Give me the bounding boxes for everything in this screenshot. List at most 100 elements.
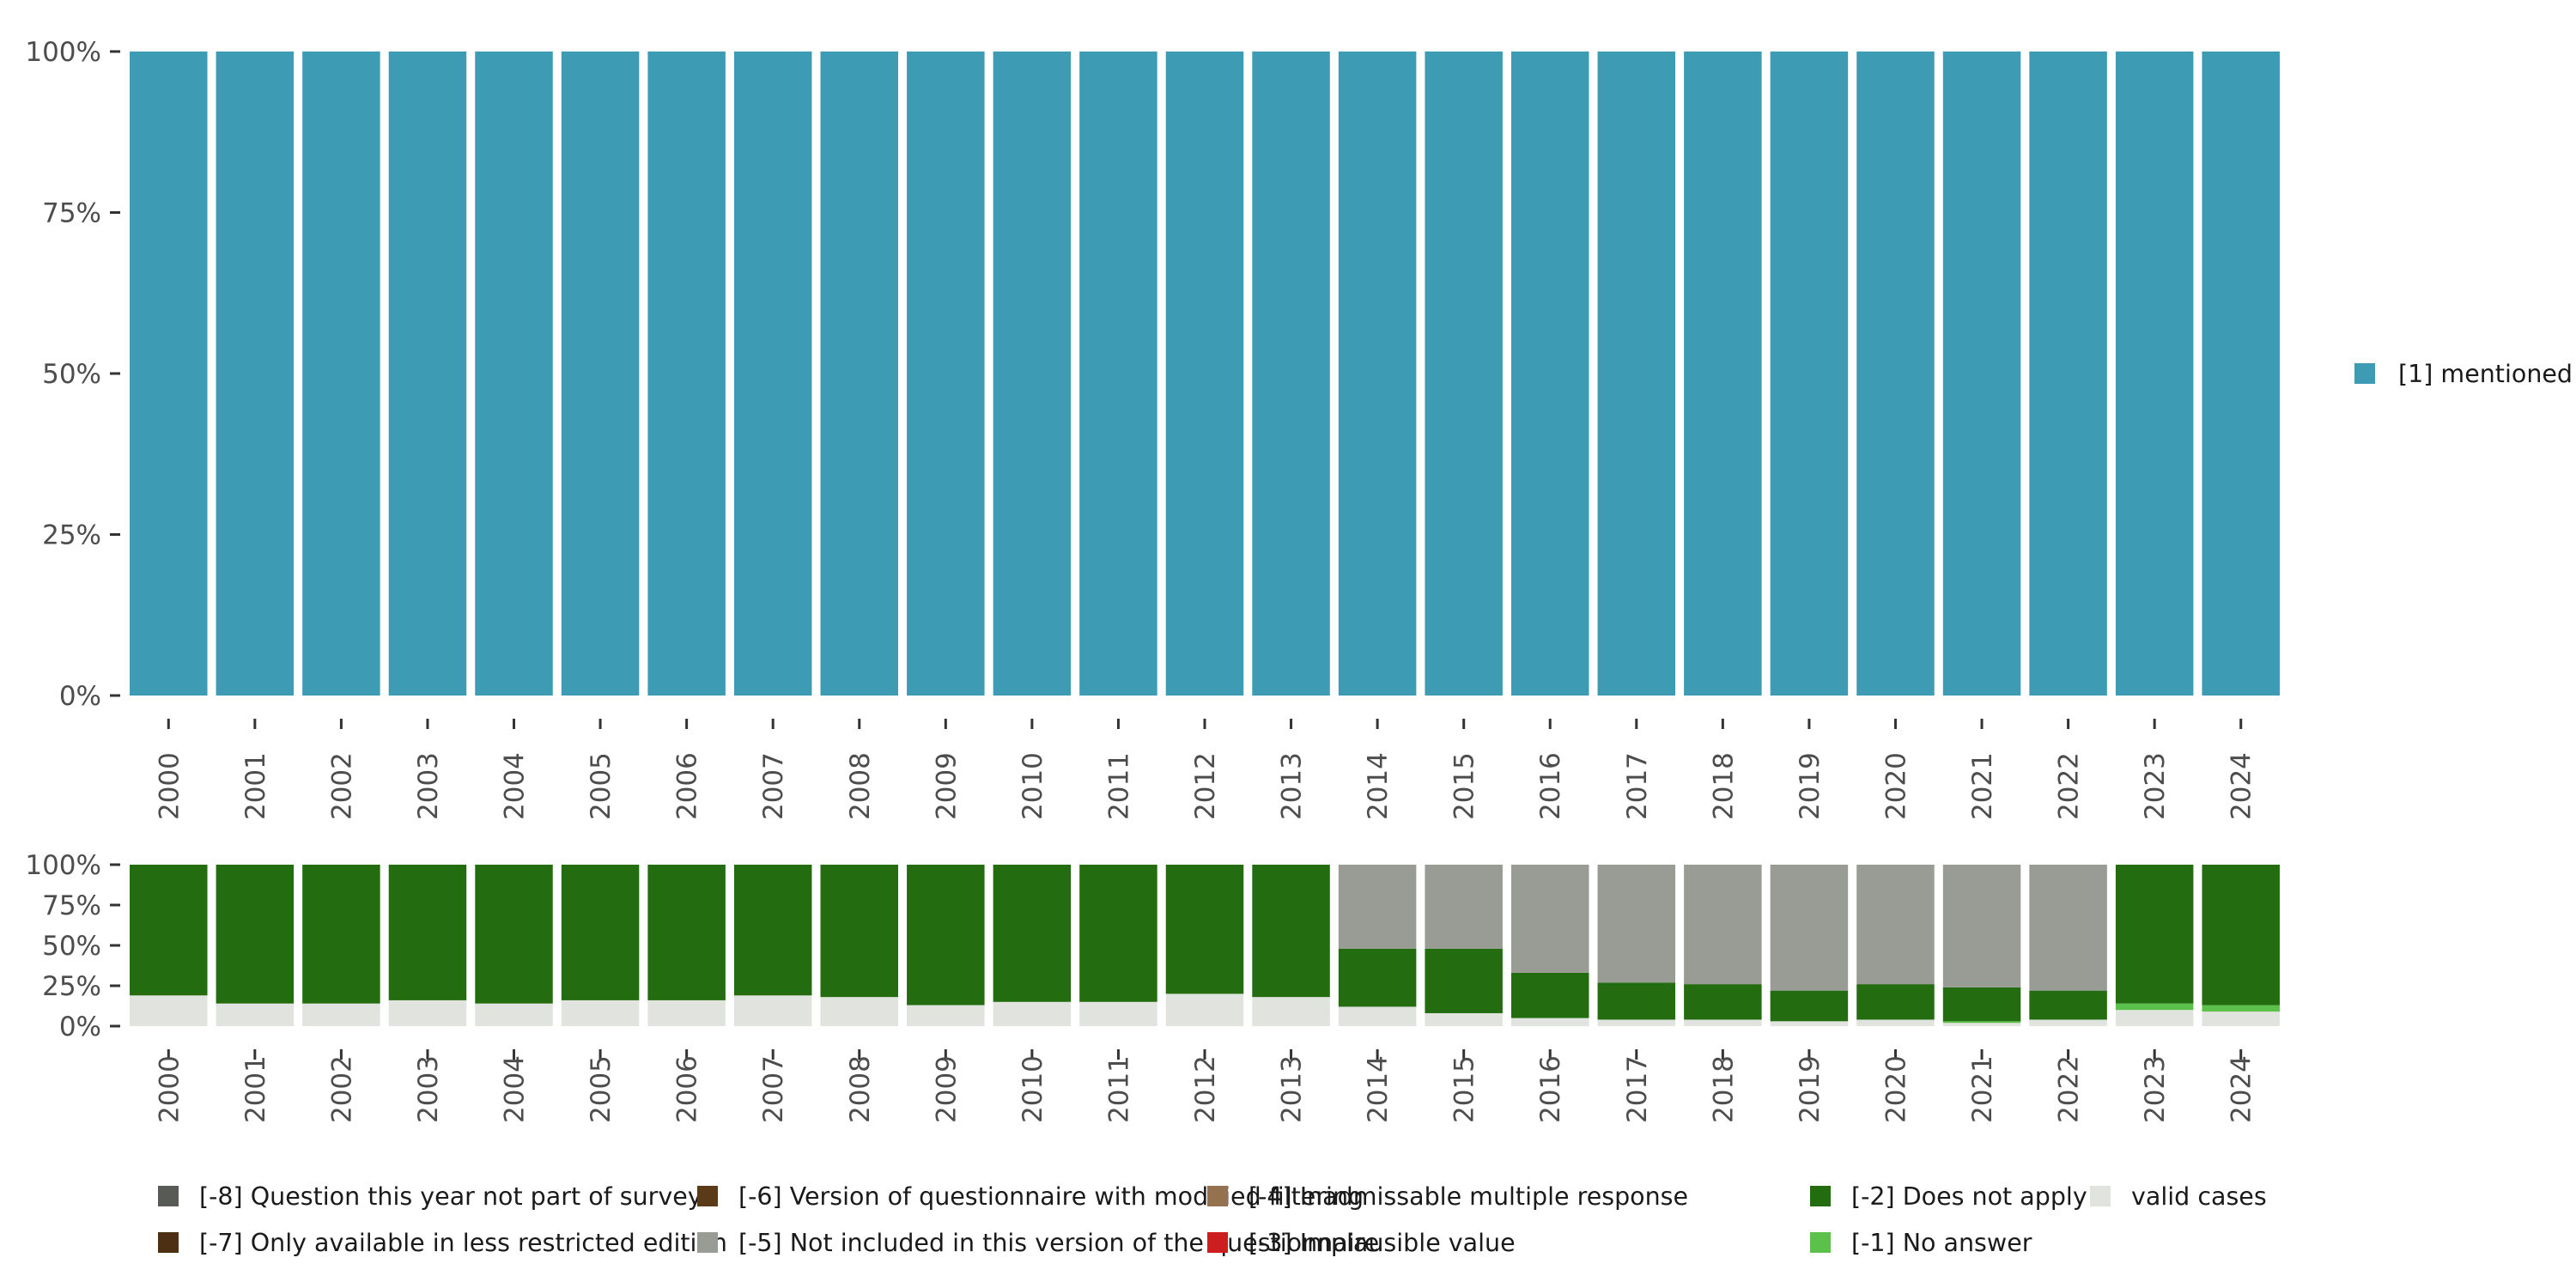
bar-segment [1510,1018,1589,1026]
x-tick-label: 2013 [1277,1055,1308,1123]
legend-label: [-2] Does not apply [1851,1182,2087,1211]
y-tick-label: 75% [42,198,101,229]
bar-segment [647,865,726,1000]
x-tick-label: 2018 [1708,1055,1739,1123]
x-tick-label: 2020 [1880,752,1911,820]
y-tick-label: 100% [25,850,101,881]
bar-segment [2115,1003,2194,1011]
legend-label: [-5] Not included in this version of the… [738,1229,1379,1257]
bar-segment [1770,990,1849,1022]
bar-segment [302,865,380,1004]
x-tick-label: 2024 [2227,752,2257,820]
bar-segment [1425,865,1503,949]
bar-segment [475,865,553,1004]
x-tick-label: 2015 [1449,1055,1480,1123]
y-tick-label: 75% [42,890,101,921]
bar-segment [1338,1006,1417,1026]
bar-segment [820,997,899,1026]
x-tick-label: 2019 [1795,752,1826,820]
bar-segment [1510,52,1589,696]
bar-segment [2202,52,2280,696]
legend-key [158,1186,179,1206]
legend-key [1207,1186,1228,1206]
legend-label: valid cases [2131,1182,2267,1211]
bar-segment [1252,997,1330,1026]
bar-segment [1079,1001,1157,1026]
x-tick-label: 2007 [758,1055,789,1123]
bar-segment [907,1005,985,1026]
missing-panel: 0% 25% 50% 75% 100% 2000 2001 2002 2003 2004 2005 2… [25,850,2280,1123]
bar-segment [647,52,726,696]
x-tick-label: 2014 [1363,752,1394,820]
bar-segment [1510,972,1589,1018]
x-tick-label: 2002 [326,752,357,820]
x-tick-label: 2020 [1880,1055,1911,1123]
bar-segment [1942,987,2021,1022]
bar-segment [1425,52,1503,696]
bar-segment [1770,1021,1849,1026]
x-tick-label: 2016 [1535,752,1566,820]
bar-segment [1165,993,1244,1026]
bar-segment [216,865,295,1004]
bar-segment [2029,990,2107,1020]
bar-segment [130,995,208,1026]
x-tick-label: 2011 [1103,752,1134,820]
bar-segment [993,1001,1072,1026]
legend-key [2354,363,2375,384]
bar-segment [1338,52,1417,696]
x-tick-label: 2009 [931,1055,962,1123]
bar-segment [1684,52,1762,696]
x-tick-label: 2000 [154,1055,185,1123]
legend-key [1810,1186,1831,1206]
x-tick-label: 2010 [1018,752,1048,820]
x-tick-label: 2003 [413,1055,444,1123]
x-tick-label: 2011 [1103,1055,1134,1123]
x-tick-label: 2013 [1277,752,1308,820]
bar-segment [302,52,380,696]
y-tick-label: 100% [25,37,101,68]
legend-key [697,1186,718,1206]
x-tick-label: 2024 [2227,1055,2257,1123]
bar-segment [561,865,640,1000]
legend-label: [-4] Inadmissable multiple response [1249,1182,1688,1211]
x-tick-label: 2004 [500,752,531,820]
legend-right: [1] mentioned [2354,360,2573,388]
bar-segment [1597,1019,1676,1026]
bar-segment [1770,52,1849,696]
bar-segment [1597,982,1676,1020]
x-tick-label: 2022 [2054,752,2085,820]
x-tick-label: 2007 [758,752,789,820]
legend-key [2090,1186,2111,1206]
y-tick-label: 0% [59,681,101,712]
bar-segment [1856,52,1935,696]
x-tick-label: 2012 [1190,1055,1221,1123]
legend-label: [-6] Version of questionnaire with modif… [738,1182,1364,1211]
bar-segment [733,995,812,1026]
bar-segment [907,52,985,696]
bar-segment [1597,865,1676,983]
bar-segment [1684,865,1762,985]
x-tick-label: 2004 [500,1055,531,1123]
legend-label: [1] mentioned [2398,360,2573,388]
bar-segment [1597,52,1676,696]
legend-label: [-1] No answer [1851,1229,2032,1257]
bar-segment [388,865,467,1000]
legend-label: [-3] Implausible value [1249,1229,1516,1257]
x-tick-label: 2005 [586,752,617,820]
x-tick-label: 2006 [672,1055,703,1123]
bar-segment [130,52,208,696]
bar-segment [907,865,985,1005]
x-tick-label: 2014 [1363,1055,1394,1123]
x-tick-label: 2001 [240,752,271,820]
bar-segment [1770,865,1849,991]
x-tick-label: 2021 [1967,1055,1998,1123]
bar-segment [1510,865,1589,973]
legend-key [697,1232,718,1253]
bar-segment [2029,865,2107,991]
x-tick-label: 2012 [1190,752,1221,820]
bar-segment [1079,865,1157,1002]
bar-segment [820,52,899,696]
bar-segment [1165,52,1244,696]
bar-segment [1252,865,1330,998]
